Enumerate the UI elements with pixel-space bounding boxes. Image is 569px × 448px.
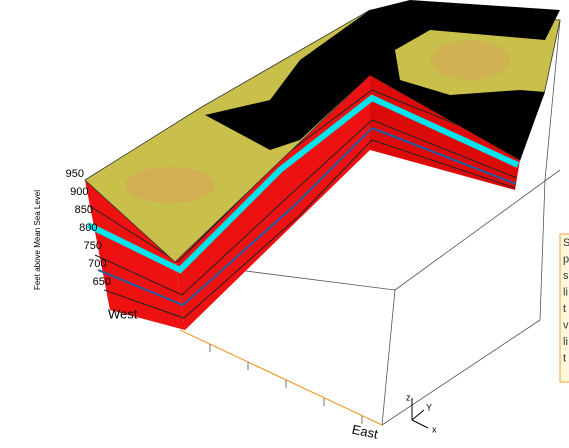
- axis-tick-label: 950: [66, 168, 84, 180]
- axis-tick-label: 650: [93, 276, 111, 288]
- axis-tick-label: 700: [88, 258, 106, 270]
- compass-y: Y: [426, 402, 432, 412]
- note-line: s: [563, 270, 569, 282]
- axis-title: Feet above Mean Sea Level: [33, 190, 42, 290]
- east-label: East: [351, 422, 380, 442]
- note-line: t: [563, 303, 566, 315]
- compass-x: x: [432, 424, 437, 434]
- elevation-patch: [125, 167, 215, 203]
- note-line: li: [563, 286, 568, 298]
- block-diagram: Feet above Mean Sea Level 950 900 850 800 75…: [0, 0, 569, 448]
- note-line: v: [563, 319, 569, 331]
- axis-tick-label: 800: [79, 222, 97, 234]
- axis-tick-label: 900: [70, 186, 88, 198]
- axis-tick-label: 750: [84, 240, 102, 252]
- note-line: S: [563, 237, 569, 249]
- axis-tick-label: 850: [75, 204, 93, 216]
- elevation-patch: [430, 40, 510, 80]
- note-line: t: [563, 352, 566, 364]
- compass-z: z: [406, 392, 411, 402]
- note-line: li: [563, 336, 568, 348]
- axis-ticks: [210, 344, 362, 424]
- west-label: West: [108, 306, 138, 321]
- note-line: p: [563, 253, 569, 265]
- screenshot: Feet above Mean Sea Level 950 900 850 800 75…: [0, 0, 569, 448]
